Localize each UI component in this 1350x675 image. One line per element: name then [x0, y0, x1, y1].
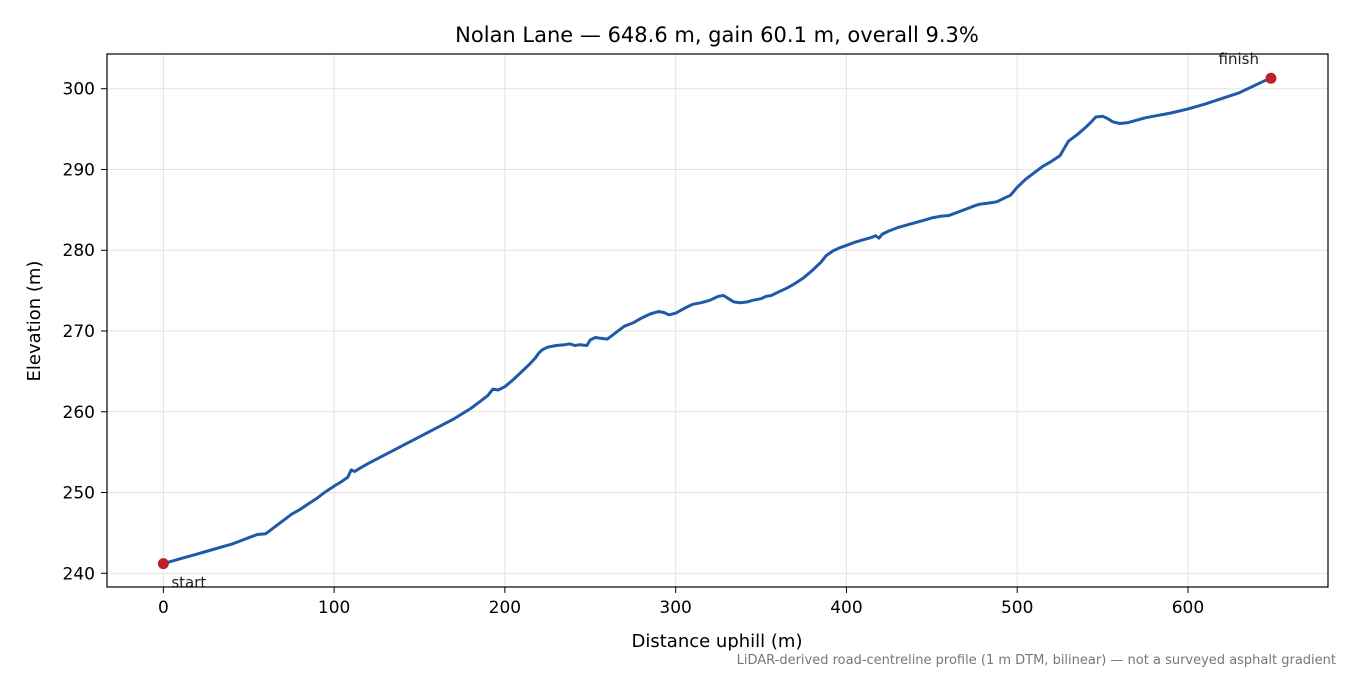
elevation-series-line	[162, 76, 1272, 566]
y-tick-label: 290	[63, 160, 95, 180]
chart-title: Nolan Lane — 648.6 m, gain 60.1 m, overa…	[455, 23, 979, 47]
finish-marker	[1265, 72, 1277, 84]
x-tick-label: 300	[659, 598, 691, 618]
x-axis-label: Distance uphill (m)	[632, 631, 803, 652]
y-tick-label: 260	[63, 403, 95, 423]
x-tick-label: 500	[1001, 598, 1033, 618]
y-tick-label: 270	[63, 322, 95, 342]
y-tick-label: 300	[63, 80, 95, 100]
x-tick-label: 200	[489, 598, 521, 618]
y-axis-ticks: 240 250 260 270 280 290 300	[63, 80, 107, 584]
chart-footnote: LiDAR-derived road-centreline profile (1…	[737, 653, 1336, 668]
y-tick-label: 280	[63, 241, 95, 261]
finish-label: finish	[1219, 50, 1259, 68]
x-tick-label: 100	[318, 598, 350, 618]
x-tick-label: 400	[830, 598, 862, 618]
y-tick-label: 240	[63, 564, 95, 584]
y-tick-label: 250	[63, 484, 95, 504]
endpoint-markers: start finish	[157, 50, 1277, 592]
y-axis-label: Elevation (m)	[24, 261, 45, 382]
x-axis-ticks: 0 100 200 300 400 500 600	[158, 587, 1204, 618]
x-tick-label: 0	[158, 598, 169, 618]
plot-frame	[106, 53, 1329, 588]
grid-lines	[107, 54, 1328, 587]
start-label: start	[171, 574, 206, 592]
x-tick-label: 600	[1172, 598, 1204, 618]
start-marker	[157, 558, 169, 570]
